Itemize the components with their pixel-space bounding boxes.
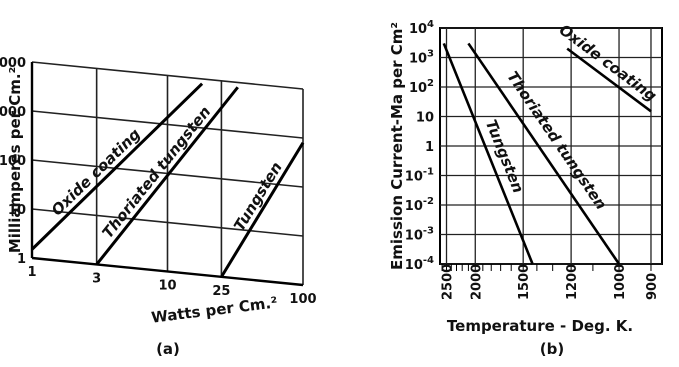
panel-a-hgrid	[31, 208, 304, 237]
panel-b-y-tick-label: 10-3	[405, 226, 434, 244]
panel-b-series-thoriated-tungsten	[467, 42, 621, 265]
panel-a-y-tick-label: 1,000	[0, 105, 26, 120]
panel-b-series-oxide-coating	[566, 47, 652, 113]
panel-a-x-tick-label: 3	[92, 271, 101, 286]
panel-b-y-axis-title: Emission Current-Ma per Cm²	[388, 22, 406, 270]
panel-a-hgrid	[31, 61, 304, 90]
panel-a-hgrid	[31, 110, 304, 139]
panel-a-x-tick-label: 10	[158, 279, 176, 294]
panel-b-series-tungsten	[442, 42, 534, 265]
panel-a-x-tick-label: 100	[289, 292, 316, 307]
panel-b-y-tick-label: 1	[425, 140, 434, 155]
panel-b-x-axis-title: Temperature - Deg. K.	[447, 317, 633, 335]
panel-a-y-tick-label: 100	[0, 154, 26, 169]
panel-a-y-axis-title: Milliamperes per Cm.²	[6, 67, 24, 253]
panel-b-y-tick-label: 102	[409, 78, 434, 96]
panel-b-x-tick-label: 2500	[441, 264, 456, 300]
panel-b-x-tick-label: 1200	[565, 264, 580, 300]
panel-b-y-tick-label: 103	[409, 49, 434, 67]
panel-a-y-tick-label: 10	[8, 203, 26, 218]
panel-a-series-oxide-coating	[30, 82, 204, 251]
panel-b-y-tick-label: 10-4	[405, 255, 434, 273]
panel-b-x-tick-label: 1000	[613, 264, 628, 300]
panel-b-x-tick-label: 1500	[517, 264, 532, 300]
panel-b: 10-4 10-3 10-2 10-1 1 10 102 103 104	[405, 19, 663, 273]
panel-b-y-tick-label: 10	[416, 111, 434, 126]
panel-b-y-tick-label: 104	[409, 19, 434, 37]
panel-a-x-tick-label: 1	[27, 265, 36, 280]
panel-b-y-tick-label: 10-2	[405, 196, 434, 214]
panel-a-series-label-tungsten: Tungsten	[230, 159, 286, 234]
panel-a-y-tick-label: 1	[17, 252, 26, 267]
panel-a	[30, 61, 305, 287]
panel-a-x-axis	[31, 256, 304, 287]
panel-b-caption: (b)	[540, 340, 564, 358]
panel-b-x-tick-label: 900	[645, 273, 660, 300]
panel-b-y-tick-label: 10-1	[405, 167, 434, 185]
panel-a-caption: (a)	[156, 340, 180, 358]
panel-a-y-tick-label: 10,000	[0, 56, 26, 71]
panel-b-x-tick-label: 2000	[469, 264, 484, 300]
panel-a-series-thoriated-tungsten	[95, 86, 239, 266]
panel-a-x-tick-label: 25	[212, 284, 230, 299]
panel-a-series-tungsten	[220, 141, 305, 278]
